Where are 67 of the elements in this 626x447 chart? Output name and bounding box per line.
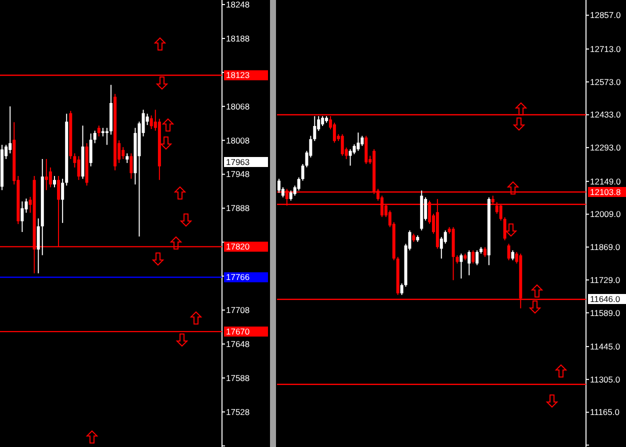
candlestick <box>503 216 506 241</box>
candlestick <box>444 230 447 244</box>
ref-line-label: 17766 <box>226 272 250 282</box>
text: 11646.0 <box>590 294 620 304</box>
ref-line-label: 17670 <box>226 326 250 337</box>
candlestick <box>472 250 475 264</box>
candlestick <box>511 250 514 261</box>
y-tick-label: 18188 <box>226 33 250 44</box>
candlestick <box>313 116 316 142</box>
candlestick <box>476 250 479 266</box>
ref-line-label: 17820 <box>226 242 250 252</box>
y-tick-label: 17588 <box>226 372 250 383</box>
y-tick-label: 11729.0 <box>590 274 620 285</box>
text: 17963 <box>226 156 250 167</box>
ref-line-label: 18123 <box>226 70 250 80</box>
candlestick <box>483 246 486 258</box>
candlestick <box>468 250 471 276</box>
y-tick-label: 12433.0 <box>590 110 621 120</box>
candlestick <box>97 125 100 137</box>
candlestick <box>460 253 463 280</box>
candlestick <box>130 152 133 180</box>
y-tick-label: 17708 <box>226 305 250 316</box>
y-tick-label: 12713.0 <box>590 44 621 54</box>
y-tick-label: 12149.0 <box>590 176 621 186</box>
y-tick-label: 17528 <box>226 406 250 417</box>
candlestick <box>61 178 64 224</box>
candlestick <box>126 152 129 164</box>
y-tick-label: 11165.0 <box>590 407 620 418</box>
candlestick <box>52 175 56 188</box>
candlestick <box>321 116 324 127</box>
y-tick-label: 12009.0 <box>590 209 621 220</box>
y-tick-label: 18068 <box>226 101 250 112</box>
y-tick-label: 17648 <box>226 338 250 349</box>
candlestick <box>93 130 96 144</box>
candlestick <box>400 282 404 296</box>
candlestick <box>48 166 52 188</box>
y-tick-label: 17948 <box>226 169 250 180</box>
candlestick <box>150 114 153 130</box>
candlestick <box>89 133 92 167</box>
y-tick-label: 18248 <box>226 0 250 10</box>
y-tick-label: 12857.0 <box>590 10 621 20</box>
y-tick-label: 11869.0 <box>590 242 620 252</box>
candlestick <box>20 200 24 232</box>
ref-line-label: 12103.8 <box>590 186 621 197</box>
candlestick <box>360 135 364 146</box>
y-tick-label: 18008 <box>226 135 250 146</box>
y-tick-label: 11445.0 <box>590 342 620 352</box>
y-tick-label: 12293.0 <box>590 142 621 153</box>
candlestick <box>507 243 510 261</box>
candlestick <box>340 134 344 156</box>
candlestick <box>348 148 352 166</box>
candlestick <box>36 218 40 274</box>
y-tick-label: 17888 <box>226 203 250 214</box>
y-tick-label: 11305.0 <box>590 374 620 384</box>
candlestick <box>44 158 48 191</box>
y-tick-label: 11589.0 <box>590 308 620 318</box>
candlestick <box>105 127 108 146</box>
candlestick <box>277 178 280 194</box>
candlestick <box>440 236 443 260</box>
candlestick <box>356 132 360 152</box>
y-tick-label: 12573.0 <box>590 76 621 87</box>
candlestick <box>289 190 292 202</box>
candlestick <box>8 106 12 154</box>
candlestick <box>122 146 125 160</box>
candlestick <box>297 176 300 192</box>
candlestick <box>77 156 80 180</box>
candlestick <box>332 122 336 144</box>
